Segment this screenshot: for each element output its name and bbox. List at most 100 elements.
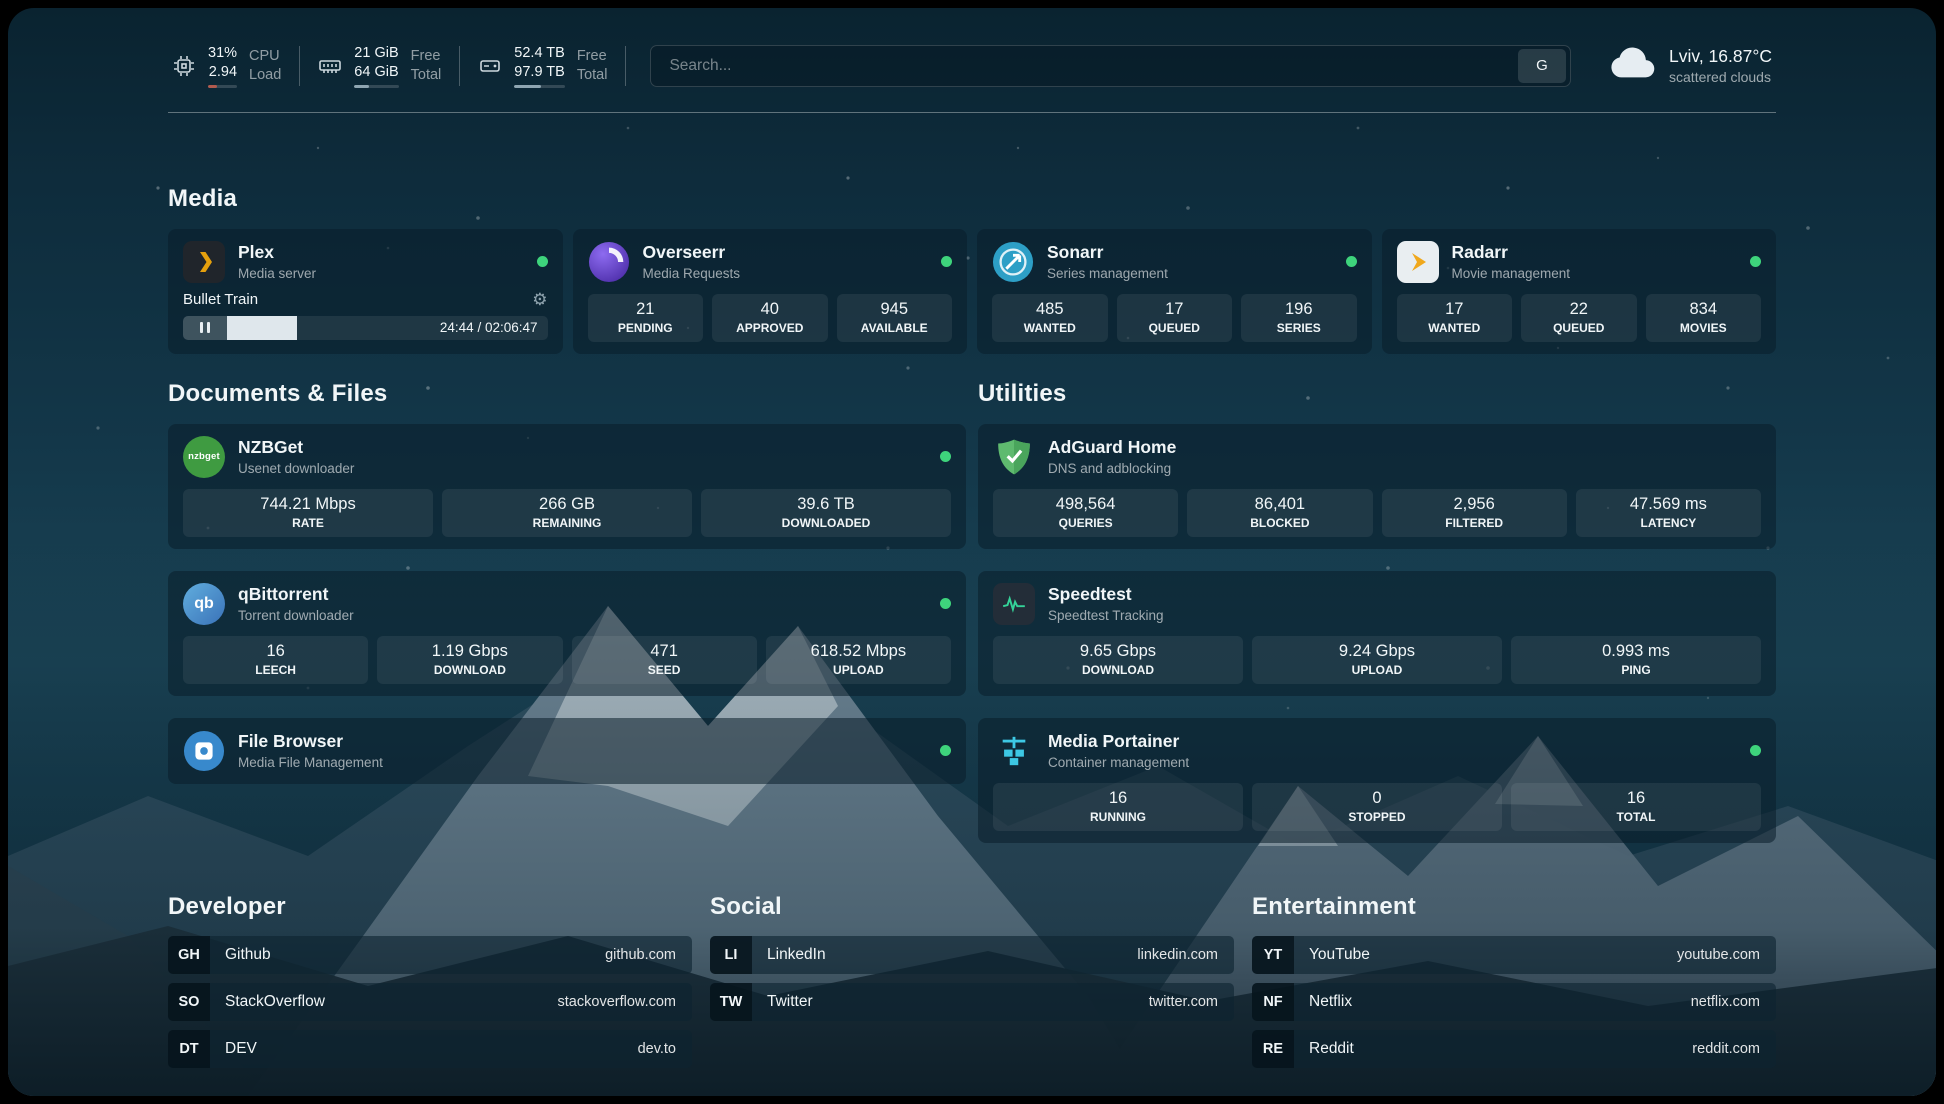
status-indicator [536, 256, 548, 268]
now-playing-title: Bullet Train [183, 290, 259, 308]
bookmark-url: stackoverflow.com [557, 993, 676, 1010]
bookmark-netflix[interactable]: NF Netflix netflix.com [1252, 982, 1776, 1021]
stat-upload: 618.52 Mbps UPLOAD [765, 635, 951, 684]
bookmark-abbr: TW [710, 982, 752, 1021]
topbar-separator [459, 45, 461, 86]
weather-widget: Lviv, 16.87°C scattered clouds [1609, 46, 1776, 85]
service-card-overseerr[interactable]: Overseerr Media Requests 21 PENDING 40 APP… [572, 228, 967, 354]
stat-available: 945 AVAILABLE [836, 293, 952, 342]
radarr-icon [1396, 240, 1439, 283]
stat-download: 9.65 Gbps DOWNLOAD [993, 635, 1243, 684]
topbar-separator [299, 45, 301, 86]
stat-total: 16 TOTAL [1511, 782, 1761, 831]
service-desc: Media File Management [238, 755, 383, 771]
media-grid: Plex Media server Bullet Train ⚙ 24:44 /… [168, 228, 1776, 354]
bookmark-name: DEV [225, 1039, 257, 1057]
status-indicator [941, 256, 952, 268]
bookmark-github[interactable]: GH Github github.com [168, 935, 692, 974]
stat-rate: 744.21 Mbps RATE [183, 488, 433, 537]
filebrowser-icon [183, 730, 225, 772]
pause-button[interactable] [183, 315, 227, 340]
bookmark-name: YouTube [1309, 945, 1370, 963]
ram-icon [318, 54, 342, 78]
ram-widget: 21 GiB 64 GiB Free Total [300, 44, 459, 88]
service-name: Radarr [1451, 242, 1508, 263]
plex-icon [183, 240, 225, 283]
bookmark-url: reddit.com [1692, 1040, 1760, 1057]
service-card-nzbget[interactable]: nzbget NZBGet Usenet downloader 744.21 M… [168, 423, 966, 549]
utilities-column: Utilities AdGuard Home DNS and adblockin… [978, 380, 1776, 843]
service-card-speedtest[interactable]: Speedtest Speedtest Tracking 9.65 Gbps DO… [978, 570, 1776, 696]
documents-column: Documents & Files nzbget NZBGet Usenet d… [168, 380, 966, 784]
section-title-entertainment: Entertainment [1252, 892, 1416, 920]
disk-icon [478, 54, 502, 78]
section-title-social: Social [710, 892, 782, 920]
cpu-label-1: CPU [249, 48, 280, 64]
stat-filtered: 2,956 FILTERED [1381, 488, 1567, 537]
stat-queries: 498,564 QUERIES [993, 488, 1179, 537]
ram-label-2: Total [410, 66, 442, 83]
playback-progress-bar[interactable]: 24:44 / 02:06:47 [183, 315, 548, 340]
qbittorrent-icon: qb [183, 582, 225, 625]
stat-upload: 9.24 Gbps UPLOAD [1252, 635, 1502, 684]
service-desc: Series management [1047, 266, 1168, 282]
service-name: Speedtest [1048, 584, 1132, 605]
bookmark-name: Netflix [1309, 992, 1353, 1010]
cpu-load-value: 2.94 [208, 63, 238, 80]
bookmark-linkedin[interactable]: LI LinkedIn linkedin.com [710, 935, 1234, 974]
stat-leech: 16 LEECH [183, 635, 369, 684]
search-input[interactable] [651, 56, 1519, 75]
service-desc: Container management [1048, 755, 1190, 771]
stat-pending: 21 PENDING [587, 293, 703, 342]
bookmarks-social: Social LI LinkedIn linkedin.com TW Twitt… [710, 893, 1234, 1068]
search-provider-button[interactable]: G [1518, 48, 1567, 83]
service-card-plex[interactable]: Plex Media server Bullet Train ⚙ 24:44 /… [168, 228, 563, 354]
overseerr-icon [588, 241, 630, 283]
service-name: NZBGet [238, 437, 304, 458]
service-card-sonarr[interactable]: Sonarr Series management 485 WANTED 17 QUE… [977, 228, 1372, 354]
search-bar: G [650, 44, 1572, 87]
section-title-utilities: Utilities [978, 379, 1067, 407]
stat-blocked: 86,401 BLOCKED [1187, 488, 1373, 537]
service-name: Plex [238, 242, 274, 263]
bookmark-abbr: LI [710, 935, 752, 974]
ram-free: 21 GiB [354, 45, 399, 61]
bookmark-url: github.com [605, 946, 676, 963]
weather-condition: scattered clouds [1669, 69, 1771, 86]
status-indicator [1750, 256, 1761, 268]
progress-fill [227, 315, 297, 340]
bookmark-url: youtube.com [1676, 946, 1760, 963]
service-card-portainer[interactable]: Media Portainer Container management 16 R… [978, 717, 1776, 843]
ram-usage-bar [354, 84, 399, 88]
service-name: Media Portainer [1048, 731, 1180, 752]
portainer-icon [993, 730, 1035, 772]
service-desc: Media Requests [642, 266, 741, 282]
status-indicator [940, 451, 951, 463]
bookmark-abbr: GH [168, 935, 210, 974]
stat-series: 196 SERIES [1241, 293, 1357, 342]
bookmark-url: twitter.com [1148, 993, 1218, 1010]
bookmark-reddit[interactable]: RE Reddit reddit.com [1252, 1029, 1776, 1068]
stat-movies: 834 MOVIES [1645, 293, 1761, 342]
sonarr-icon [992, 241, 1034, 283]
service-card-filebrowser[interactable]: File Browser Media File Management [168, 717, 966, 784]
ram-label-1: Free [410, 48, 441, 64]
bookmark-twitter[interactable]: TW Twitter twitter.com [710, 982, 1234, 1021]
bookmarks-entertainment: Entertainment YT YouTube youtube.com NF … [1252, 893, 1776, 1068]
gear-icon[interactable]: ⚙ [532, 289, 548, 309]
cpu-widget: 31% 2.94 CPU Load [168, 44, 299, 88]
service-card-qbittorrent[interactable]: qb qBittorrent Torrent downloader 16 LEEC… [168, 570, 966, 696]
section-title-developer: Developer [168, 892, 286, 920]
service-name: File Browser [238, 731, 344, 752]
disk-label-2: Total [576, 66, 608, 83]
bookmark-dev[interactable]: DT DEV dev.to [168, 1029, 692, 1068]
service-card-radarr[interactable]: Radarr Movie management 17 WANTED 22 QUEUE… [1381, 228, 1776, 354]
bookmark-name: LinkedIn [767, 945, 826, 963]
bookmark-stackoverflow[interactable]: SO StackOverflow stackoverflow.com [168, 982, 692, 1021]
nzbget-icon: nzbget [183, 435, 225, 478]
bookmark-youtube[interactable]: YT YouTube youtube.com [1252, 935, 1776, 974]
top-bar: 31% 2.94 CPU Load 21 GiB 64 GiB [168, 8, 1776, 88]
stat-wanted: 485 WANTED [992, 293, 1108, 342]
service-card-adguard[interactable]: AdGuard Home DNS and adblocking 498,564 Q… [978, 423, 1776, 549]
disk-total: 97.9 TB [514, 63, 565, 80]
